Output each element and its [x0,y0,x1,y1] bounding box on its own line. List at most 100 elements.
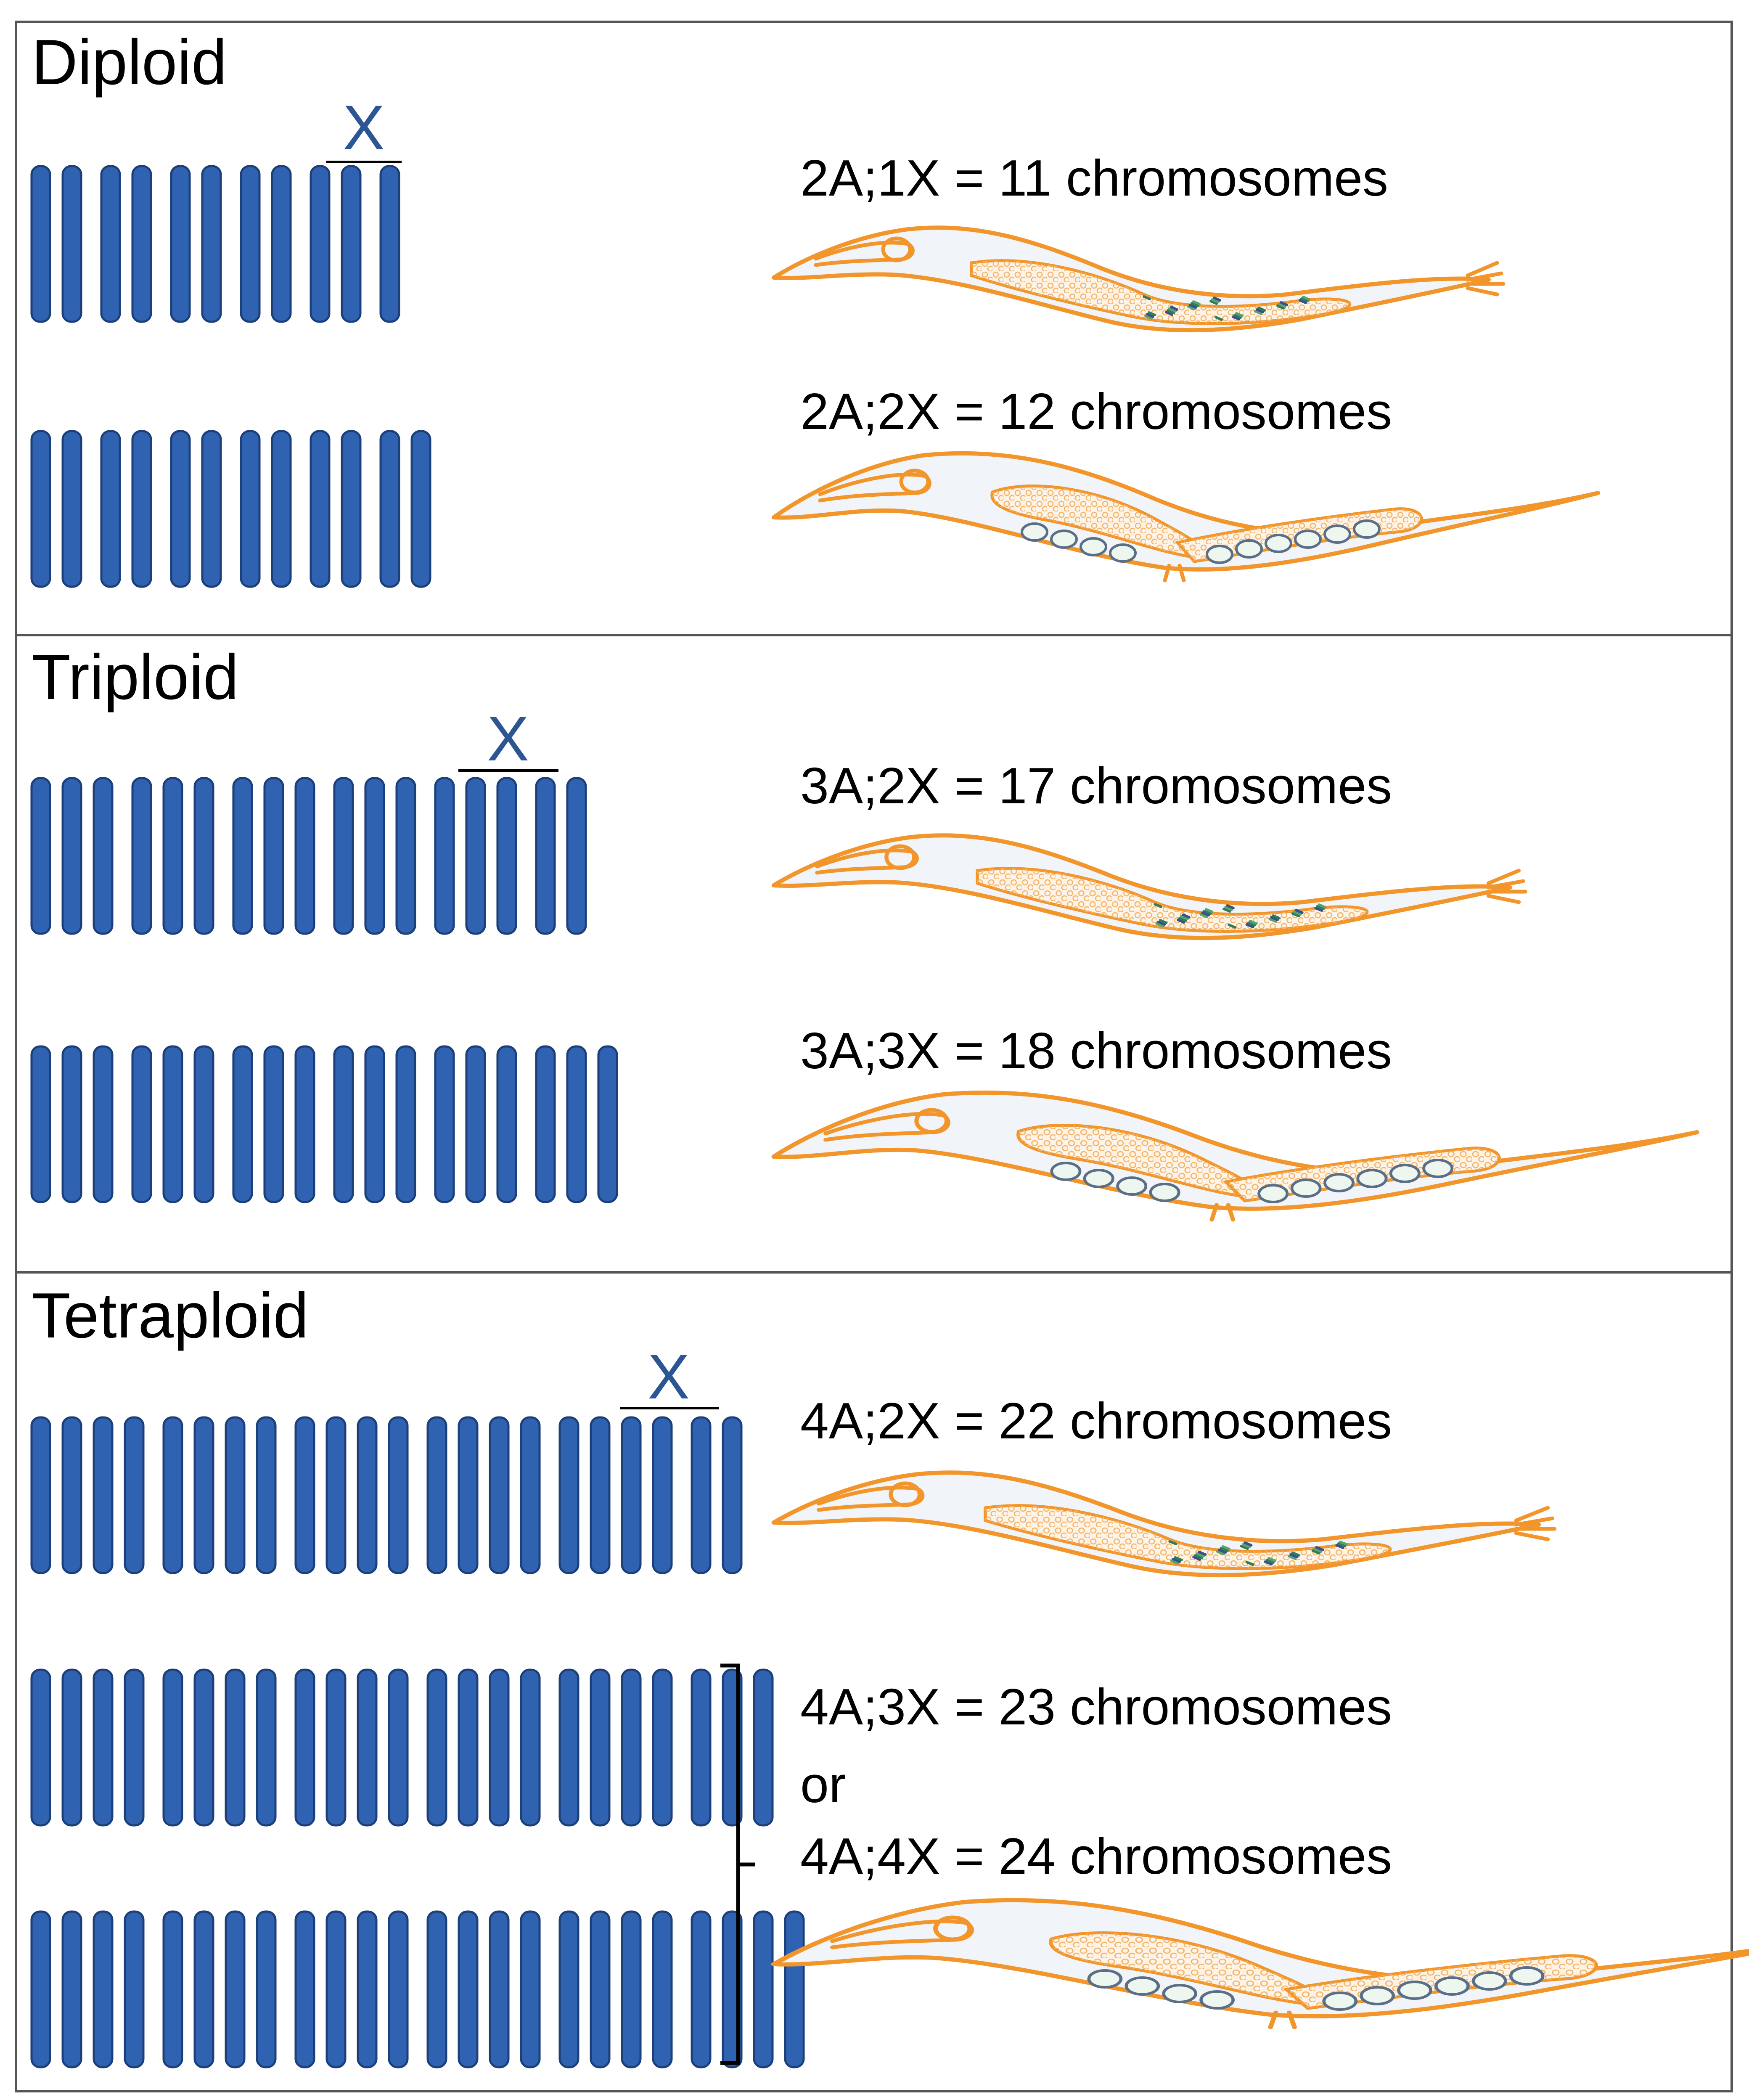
sperm [1272,914,1281,919]
sperm [1335,1544,1344,1549]
sperm [1167,309,1175,314]
chromosome [263,777,284,935]
sperm [1276,305,1285,310]
chromosome [458,1910,479,2068]
chromosome [535,777,556,935]
chromosome [434,777,455,935]
chromosome [458,1416,479,1574]
chromosome [341,165,362,323]
sperm [1302,296,1310,301]
chromosome [426,1416,447,1574]
pharynx [817,1486,925,1512]
chromosome [652,1668,673,1827]
x-marker-diploid: X [326,92,402,163]
vulva [1268,2010,1297,2029]
pharynx-bulb [881,236,912,262]
sperm [1148,311,1156,316]
egg [1422,1159,1454,1178]
caption-tetraploid-or: or [800,1756,846,1813]
egg [1323,1173,1355,1192]
sperm [1189,304,1197,309]
caption-tetraploid-male: 4A;2X = 22 chromosomes [800,1392,1392,1449]
sperm [1291,912,1300,917]
sperm [1264,1560,1273,1565]
egg [1050,1162,1082,1181]
sperm [1228,924,1237,929]
chromosome [310,430,331,588]
egg [1116,1176,1148,1196]
chromosome [256,1668,277,1827]
panel-title-diploid: Diploid [32,26,227,98]
sperm [1256,308,1264,313]
chromosome [325,1416,347,1574]
chromosome [458,1668,479,1827]
chromosome [357,1416,378,1574]
sperm [1224,906,1233,911]
sperm [1201,911,1210,916]
chromosome [162,777,183,935]
chromosome [100,430,121,588]
chromosome [271,165,292,323]
chromosome [465,1045,486,1203]
chromosome [784,1910,805,2068]
egg [1353,519,1381,539]
chromosome [225,1910,246,2068]
sperm [1157,921,1166,926]
chromosome [388,1668,409,1827]
pharynx [814,241,915,267]
egg [1265,534,1292,553]
sperm [1176,919,1185,924]
sperm [1270,916,1279,921]
sperm [1222,908,1231,913]
sperm [1216,1550,1225,1555]
egg [1397,1981,1432,2000]
egg [1389,1164,1421,1183]
chromosome-set-diploid-hermaphrodite [30,430,431,588]
chromosome [61,1910,82,2068]
egg [1206,545,1233,564]
chromosome [426,1668,447,1827]
chromosome [162,1045,183,1203]
sperm [1170,306,1178,311]
chromosome [225,1668,246,1827]
sperm [1182,914,1191,919]
chromosome [489,1416,510,1574]
germline-nuclei [1050,1933,1318,2004]
sperm [1213,297,1221,302]
chromosome [131,1045,152,1203]
sperm [1170,1560,1180,1565]
chromosome [30,1045,51,1203]
sperm [1245,923,1254,928]
panel-title-tetraploid: Tetraploid [32,1280,309,1351]
chromosome [388,1416,409,1574]
sperm [1191,302,1199,307]
chromosome [379,430,400,588]
chromosome [333,777,354,935]
chromosome [520,1668,541,1827]
vulva [1163,564,1186,583]
chromosome [162,1668,183,1827]
chromosome [691,1910,712,2068]
chromosome [61,430,82,588]
sperm [1165,311,1173,316]
sperm [1215,316,1223,321]
egg [1294,530,1322,549]
chromosome [597,1045,618,1203]
chromosome [558,1668,579,1827]
germline-nuclei [1018,1125,1254,1197]
chromosome [225,1416,246,1574]
sperm [1174,1556,1183,1561]
chromosome [30,777,51,935]
sperm [1257,307,1266,312]
sperm [1315,1546,1324,1551]
chromosome [131,777,152,935]
chromosome [364,1045,385,1203]
sperm [1218,1549,1227,1554]
chromosome [240,165,261,323]
egg [1083,1169,1114,1188]
sperm [1194,1554,1203,1559]
caption-tetraploid-4x: 4A;4X = 24 chromosomes [800,1827,1392,1885]
chromosome [201,430,222,588]
chromosome [93,777,114,935]
sperm [1143,295,1151,300]
